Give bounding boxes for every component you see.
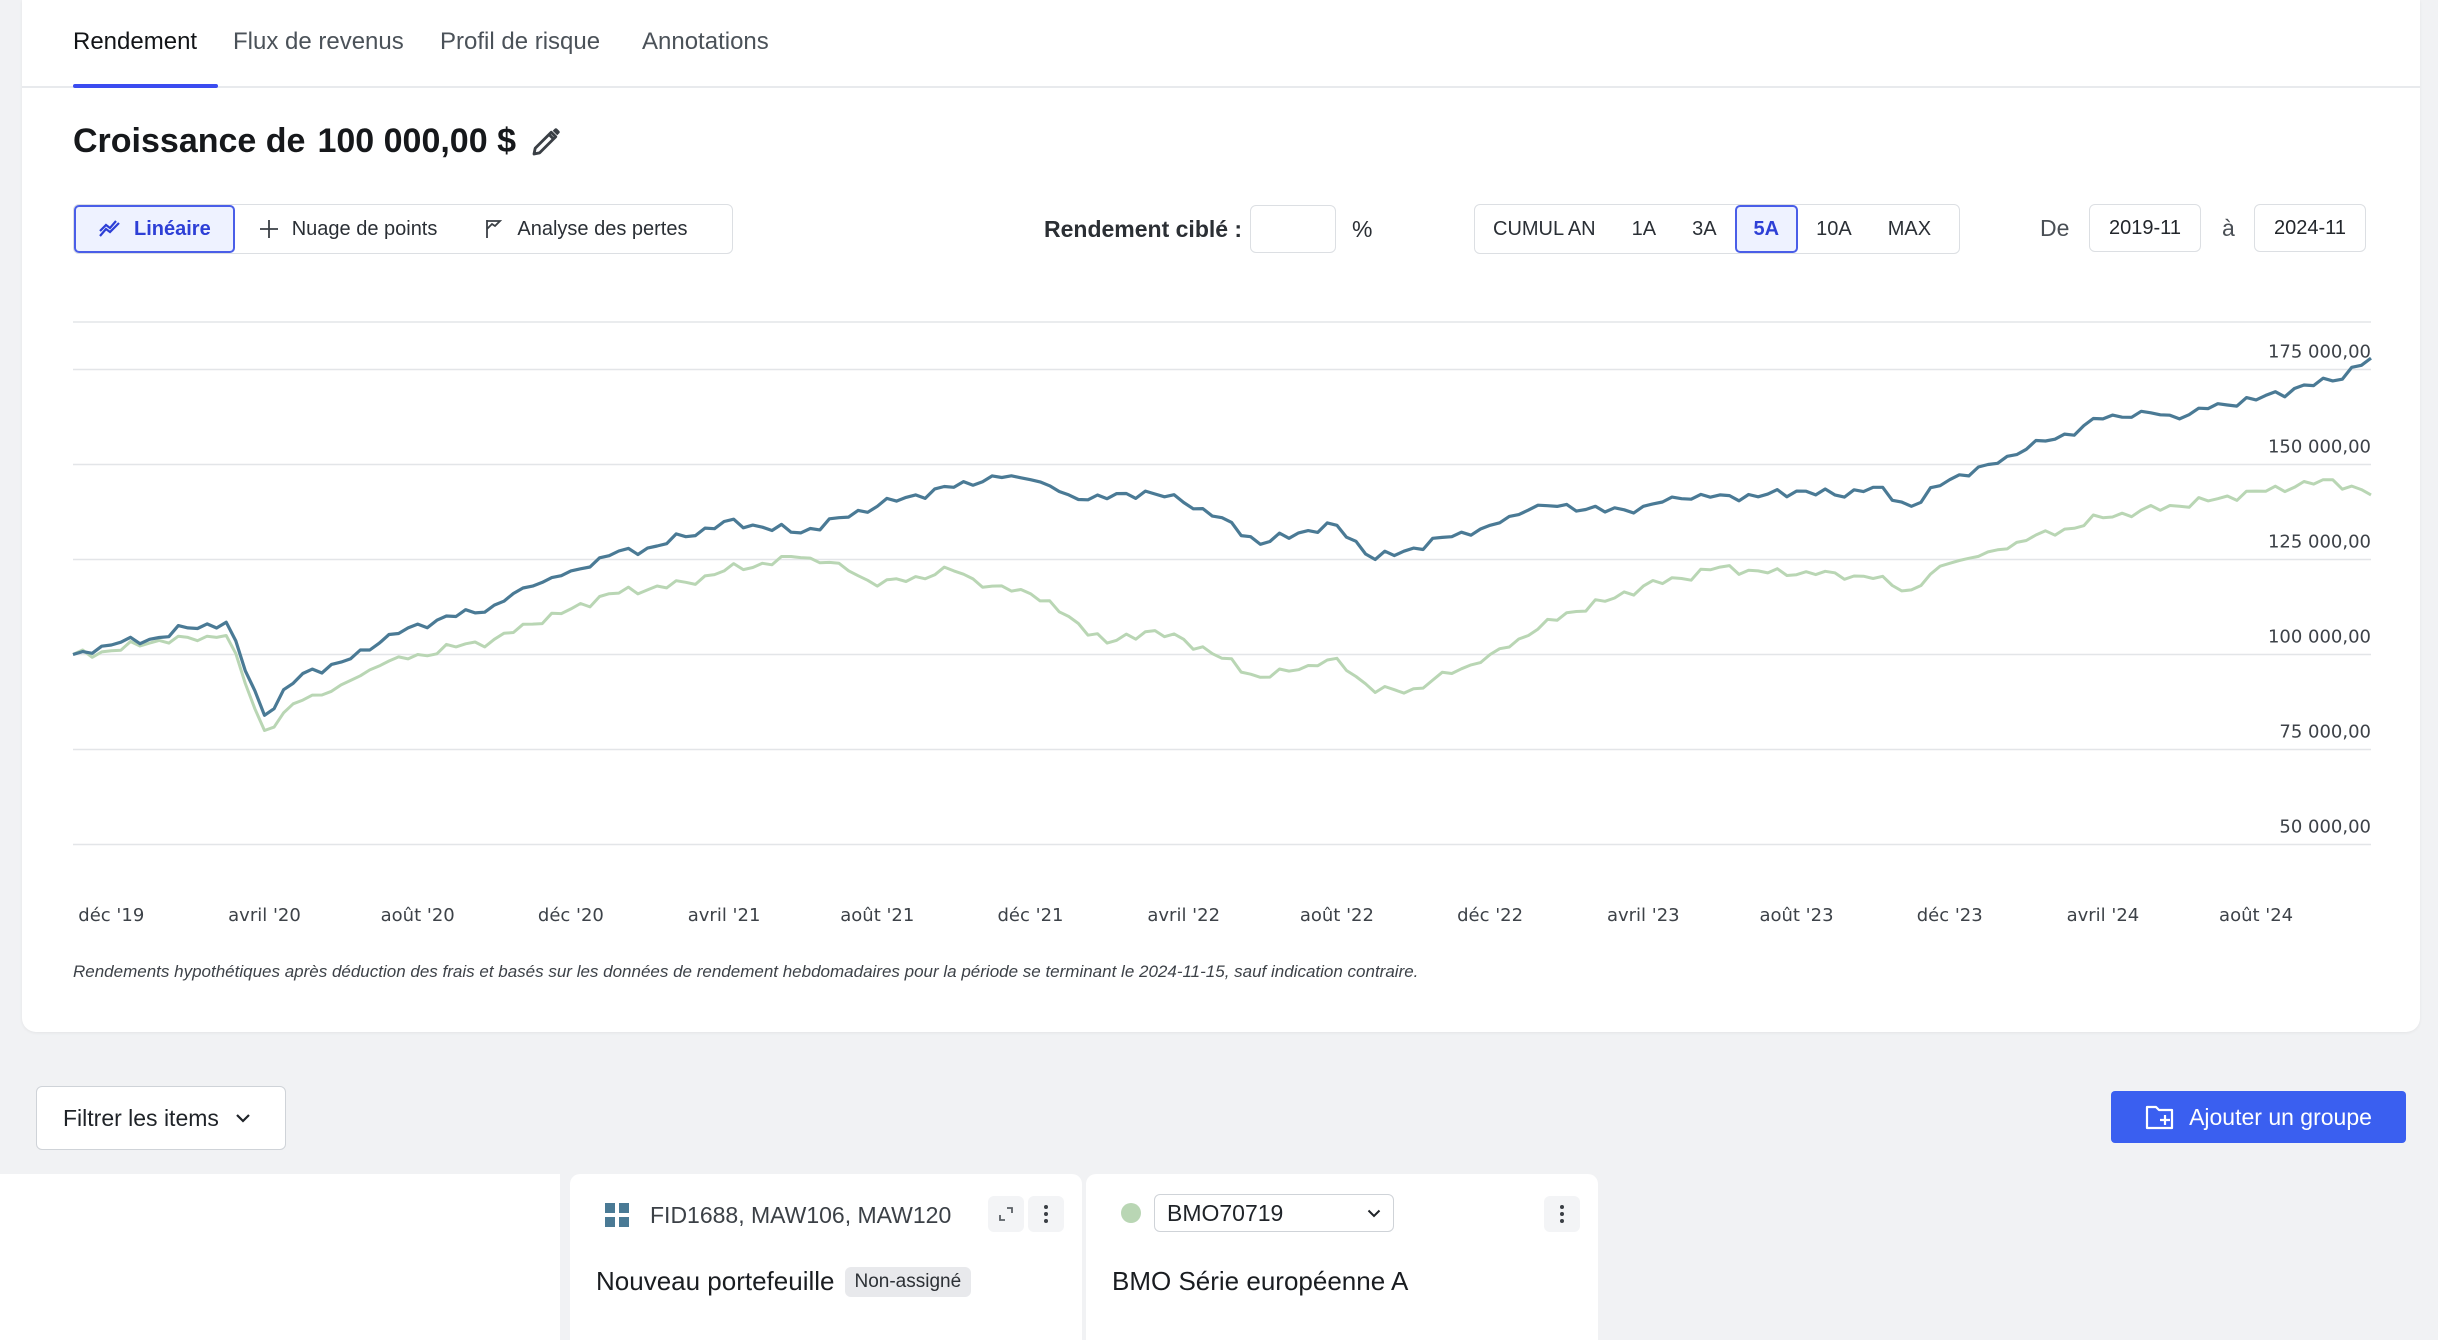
- fund-code: BMO70719: [1167, 1199, 1284, 1226]
- active-tab-indicator: [73, 84, 218, 88]
- title-amount: 100 000,00 $: [317, 122, 516, 160]
- y-axis-labels: 175 000,00 150 000,00 125 000,00 100 000,00…: [2268, 342, 2371, 838]
- y-tick-label: 150 000,00: [2268, 437, 2371, 458]
- y-tick-label: 175 000,00: [2268, 342, 2371, 363]
- x-tick-label: avril '21: [688, 905, 761, 926]
- scatter-chart-button[interactable]: Nuage de points: [235, 205, 461, 253]
- portfolio-card[interactable]: FID1688, MAW106, MAW120 Nouveau portefeu…: [570, 1174, 1082, 1340]
- crosshair-icon: [259, 220, 278, 238]
- growth-line-chart: 175 000,00 150 000,00 125 000,00 100 000,00…: [72, 321, 2372, 926]
- group-panel: [0, 1174, 560, 1340]
- x-tick-label: déc '20: [538, 905, 604, 926]
- more-vertical-icon: [1044, 1205, 1048, 1223]
- chart-grid: [73, 321, 2371, 846]
- pencil-icon[interactable]: [528, 124, 564, 160]
- x-tick-label: avril '23: [1607, 905, 1680, 926]
- to-label: à: [2222, 215, 2235, 241]
- performance-card: Rendement Flux de revenus Profil de risq…: [22, 0, 2420, 1032]
- footnote: Rendements hypothétiques après déduction…: [73, 962, 1419, 981]
- x-tick-label: déc '22: [1457, 905, 1523, 926]
- fund-card[interactable]: BMO70719 BMO Série européenne A: [1086, 1174, 1598, 1340]
- target-return-input[interactable]: [1250, 205, 1336, 253]
- target-return-label: Rendement ciblé :: [1044, 216, 1243, 242]
- filter-items-dropdown[interactable]: Filtrer les items: [36, 1086, 286, 1150]
- y-tick-label: 75 000,00: [2279, 722, 2371, 743]
- x-tick-label: août '24: [2219, 905, 2293, 926]
- drawdown-analysis-label: Analyse des pertes: [517, 217, 688, 240]
- tab-profil-de-risque[interactable]: Profil de risque: [440, 28, 601, 55]
- x-tick-label: avril '22: [1147, 905, 1220, 926]
- time-range-selector: CUMUL AN 1A 3A 5A 10A MAX: [1474, 204, 1960, 254]
- range-5y-button[interactable]: 5A: [1734, 205, 1799, 253]
- x-tick-label: avril '24: [2067, 905, 2140, 926]
- series-line-primary: [72, 356, 2372, 717]
- expand-icon: [999, 1207, 1013, 1221]
- percent-unit: %: [1352, 216, 1373, 242]
- line-chart-icon: [99, 220, 120, 237]
- x-tick-label: déc '23: [1917, 905, 1983, 926]
- y-tick-label: 100 000,00: [2268, 627, 2371, 648]
- title-prefix: Croissance de: [73, 122, 306, 160]
- tab-flux-de-revenus[interactable]: Flux de revenus: [233, 28, 404, 55]
- chevron-down-icon: [1367, 1209, 1381, 1217]
- chevron-down-icon: [236, 1114, 250, 1123]
- page-title: Croissance de 100 000,00 $: [73, 122, 564, 161]
- status-badge: Non-assigné: [844, 1266, 972, 1297]
- range-1y-button[interactable]: 1A: [1631, 217, 1657, 240]
- tab-rendement[interactable]: Rendement: [73, 28, 198, 55]
- tab-annotations[interactable]: Annotations: [642, 28, 769, 55]
- fund-code-select[interactable]: BMO70719: [1154, 1194, 1394, 1232]
- fund-color-dot: [1121, 1203, 1141, 1223]
- x-tick-label: août '20: [381, 905, 455, 926]
- range-10y-button[interactable]: 10A: [1816, 217, 1852, 240]
- fund-name: BMO Série européenne A: [1112, 1266, 1409, 1296]
- x-tick-label: déc '21: [998, 905, 1064, 926]
- drawdown-flag-icon: [486, 220, 503, 238]
- y-tick-label: 125 000,00: [2268, 532, 2371, 553]
- scatter-chart-label: Nuage de points: [291, 217, 438, 240]
- x-tick-label: déc '19: [78, 905, 144, 926]
- x-tick-label: avril '20: [228, 905, 301, 926]
- y-tick-label: 50 000,00: [2279, 817, 2371, 838]
- x-tick-label: août '21: [840, 905, 914, 926]
- grid-icon: [605, 1203, 629, 1227]
- range-max-button[interactable]: MAX: [1887, 217, 1932, 240]
- fund-menu-button[interactable]: [1544, 1196, 1580, 1232]
- filter-label: Filtrer les items: [63, 1104, 219, 1131]
- chart-type-selector: Linéaire Nuage de points Analyse des per…: [73, 204, 733, 254]
- drawdown-analysis-button[interactable]: Analyse des pertes: [460, 205, 710, 253]
- from-date-picker[interactable]: 2019-11: [2089, 204, 2201, 252]
- chart-series: [72, 356, 2372, 732]
- range-ytd-button[interactable]: CUMUL AN: [1493, 217, 1596, 240]
- x-tick-label: août '23: [1759, 905, 1833, 926]
- x-tick-label: août '22: [1300, 905, 1374, 926]
- linear-chart-button[interactable]: Linéaire: [74, 205, 235, 253]
- linear-chart-label: Linéaire: [134, 217, 211, 240]
- add-group-label: Ajouter un groupe: [2189, 1103, 2372, 1130]
- from-label: De: [2040, 215, 2070, 241]
- expand-button[interactable]: [988, 1196, 1024, 1232]
- to-date-picker[interactable]: 2024-11: [2254, 204, 2366, 252]
- range-3y-button[interactable]: 3A: [1692, 217, 1717, 240]
- tab-bar: Rendement Flux de revenus Profil de risq…: [22, 0, 2420, 88]
- x-axis-labels: déc '19 avril '20 août '20 déc '20 avril '21…: [78, 905, 2293, 926]
- portfolio-codes: FID1688, MAW106, MAW120: [650, 1202, 952, 1228]
- series-line-secondary: [72, 478, 2372, 732]
- portfolio-name: Nouveau portefeuille: [596, 1266, 835, 1296]
- folder-plus-icon: [2145, 1105, 2174, 1130]
- add-group-button[interactable]: Ajouter un groupe: [2111, 1091, 2406, 1143]
- more-vertical-icon: [1560, 1205, 1564, 1223]
- portfolio-menu-button[interactable]: [1028, 1196, 1064, 1232]
